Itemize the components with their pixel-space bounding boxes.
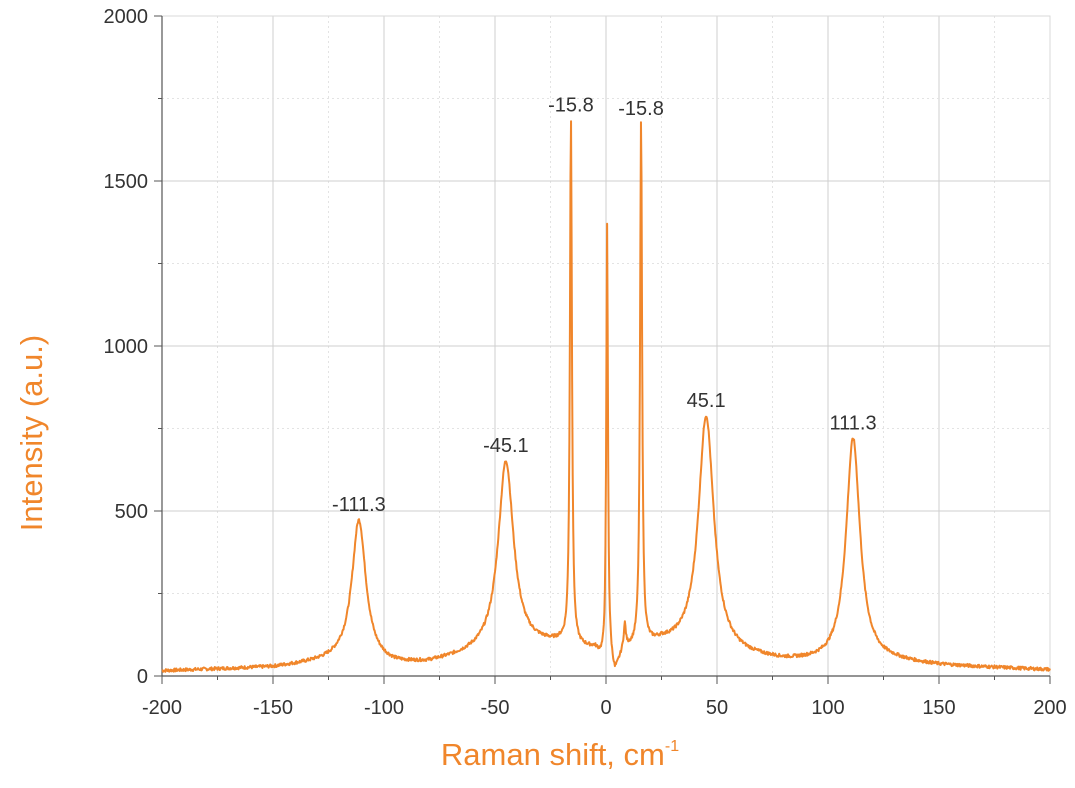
x-tick-label: -200	[142, 697, 182, 719]
x-axis-title: Raman shift, cm-1	[441, 737, 679, 772]
x-tick-label: 50	[706, 697, 728, 719]
y-tick-label: 1000	[104, 336, 149, 358]
y-tick-label: 500	[115, 501, 148, 523]
x-tick-label: -50	[481, 697, 510, 719]
y-tick-label: 0	[137, 666, 148, 688]
y-tick-label: 1500	[104, 171, 149, 193]
x-tick-label: 150	[922, 697, 955, 719]
peak-label: 45.1	[687, 390, 726, 412]
peak-label: 111.3	[830, 412, 877, 434]
x-tick-label: 100	[811, 697, 844, 719]
x-axis-title-superscript: -1	[665, 738, 679, 755]
grid	[162, 16, 1050, 676]
axes: 0 500 1000 1500 2000 -200 -150 -100 -50 0 50 100 150…	[104, 6, 1067, 719]
peak-label: -15.8	[548, 95, 594, 117]
x-tick-label: -100	[364, 697, 404, 719]
series-layer	[161, 120, 1051, 673]
x-tick-label: 200	[1033, 697, 1066, 719]
peak-label: -111.3	[332, 494, 386, 516]
peak-label: -45.1	[483, 435, 529, 457]
spectrum-line	[161, 120, 1051, 673]
x-tick-label: 0	[600, 697, 611, 719]
peak-annotations: -111.3 -45.1 -15.8 -15.8 45.1 111.3	[332, 95, 877, 516]
x-axis-title-text: Raman shift, cm	[441, 737, 665, 772]
y-axis-title: Intensity (a.u.)	[14, 335, 49, 531]
x-tick-label: -150	[253, 697, 293, 719]
y-tick-label: 2000	[104, 6, 149, 28]
peak-label: -15.8	[618, 98, 664, 120]
